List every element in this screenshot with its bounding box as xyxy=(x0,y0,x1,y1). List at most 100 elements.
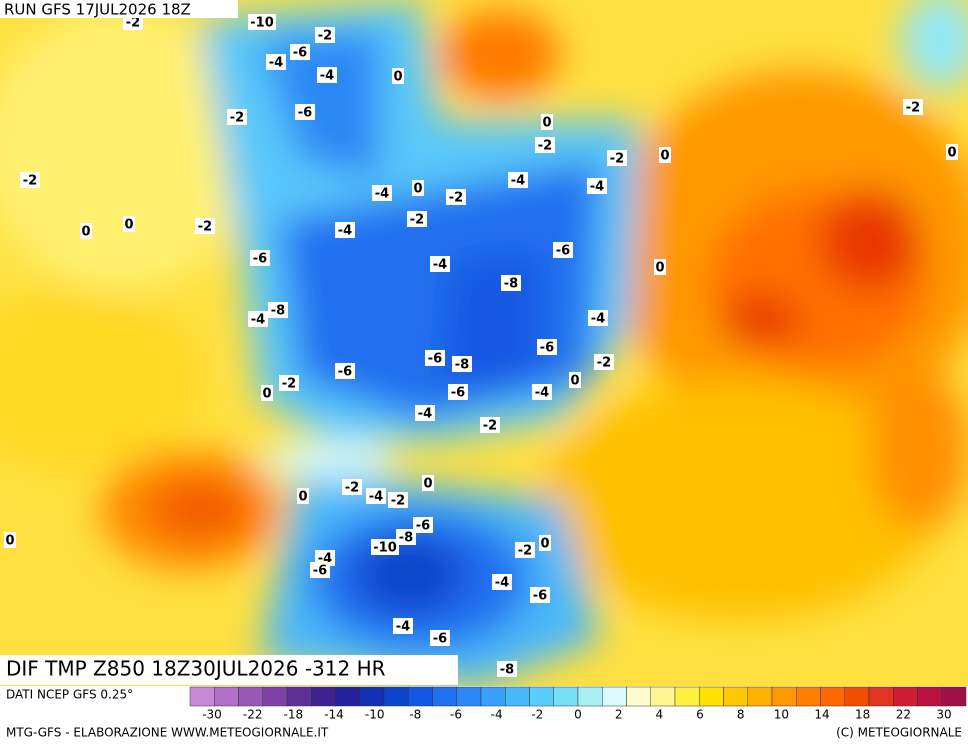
label-box xyxy=(553,242,573,258)
label-box xyxy=(371,539,399,555)
contour-label: 0 xyxy=(423,477,432,492)
colorbar-swatch xyxy=(893,686,918,707)
label-box xyxy=(20,172,40,188)
colorbar-swatch xyxy=(844,686,870,707)
label-box xyxy=(480,417,500,433)
contour-label: -6 xyxy=(428,352,442,367)
label-box xyxy=(452,356,472,372)
label-box xyxy=(415,405,435,421)
colorbar-swatch xyxy=(868,686,894,707)
colorbar-swatch xyxy=(699,686,724,707)
map-field xyxy=(0,0,968,686)
colorbar-swatch xyxy=(674,686,700,707)
contour-label: -2 xyxy=(126,16,140,31)
colorbar-tick-label: -30 xyxy=(202,708,222,722)
label-box xyxy=(535,137,555,153)
contour-label: 0 xyxy=(947,146,956,161)
contour-label: -2 xyxy=(230,111,244,126)
colorbar-swatch xyxy=(626,686,651,707)
colorbar-tick-label: -6 xyxy=(450,708,462,722)
colorbar: -30 -22 -18 -14 -10 -8 -6 -4 -2 0 2 4 6 8 10 14 18 22 30 xyxy=(189,686,967,722)
label-box xyxy=(946,144,958,160)
label-box xyxy=(250,250,270,266)
contour-label: -8 xyxy=(271,304,285,319)
label-box xyxy=(366,488,386,504)
contour-label: 0 xyxy=(262,387,271,402)
colorbar-swatch xyxy=(432,686,457,707)
colorbar-tick-label: 8 xyxy=(737,708,745,722)
colorbar-tick-label: -22 xyxy=(243,708,263,722)
contour-label: -2 xyxy=(449,191,463,206)
contour-label: -4 xyxy=(338,224,352,239)
contour-label: -6 xyxy=(556,244,570,259)
colorbar-tick-label: 14 xyxy=(814,708,829,722)
colorbar-swatch xyxy=(650,686,676,707)
label-box xyxy=(587,178,607,194)
label-box xyxy=(448,384,468,400)
label-box xyxy=(279,375,299,391)
colorbar-tick-label: 18 xyxy=(855,708,870,722)
label-box xyxy=(297,488,309,504)
contour-label: 0 xyxy=(540,537,549,552)
label-box xyxy=(80,223,92,239)
label-box xyxy=(541,114,553,130)
colorbar-tick-label: 0 xyxy=(574,708,582,722)
label-box xyxy=(654,259,666,275)
colorbar-tick-label: -14 xyxy=(324,708,344,722)
colorbar-tick-label: 2 xyxy=(615,708,623,722)
colorbar-swatch xyxy=(335,686,360,707)
label-box xyxy=(248,14,276,30)
colorbar-swatch xyxy=(359,686,385,707)
colorbar-tick-label: 22 xyxy=(896,708,911,722)
contour-label: -6 xyxy=(253,252,267,267)
contour-label: 0 xyxy=(81,225,90,240)
label-box xyxy=(532,384,552,400)
colorbar-swatch xyxy=(771,686,797,707)
label-box xyxy=(227,109,247,125)
label-box xyxy=(607,150,627,166)
contour-label: -4 xyxy=(396,620,410,635)
label-box xyxy=(903,99,923,115)
label-box xyxy=(412,180,424,196)
label-box xyxy=(430,630,450,646)
colorbar-swatch xyxy=(796,686,821,707)
contour-label: -2 xyxy=(538,139,552,154)
footer-left: MTG-GFS - ELABORAZIONE WWW.METEOGIORNALE… xyxy=(6,726,329,740)
contour-label: 0 xyxy=(413,182,422,197)
label-box xyxy=(492,574,512,590)
header-box xyxy=(0,0,238,18)
label-box xyxy=(588,310,608,326)
label-box xyxy=(335,363,355,379)
colorbar-swatch xyxy=(553,686,579,707)
label-box xyxy=(295,104,315,120)
contour-label: -4 xyxy=(375,187,389,202)
label-box xyxy=(430,256,450,272)
contour-label: -8 xyxy=(504,277,518,292)
label-box xyxy=(388,492,408,508)
label-box xyxy=(539,535,551,551)
contour-label: -8 xyxy=(455,358,469,373)
label-box xyxy=(342,479,362,495)
colorbar-swatch xyxy=(189,686,215,707)
contour-label: -2 xyxy=(318,29,332,44)
contour-label: -6 xyxy=(298,106,312,121)
colorbar-swatch xyxy=(238,686,263,707)
contour-label: -2 xyxy=(597,356,611,371)
label-box xyxy=(261,385,273,401)
colorbar-swatch xyxy=(214,686,239,707)
contour-label: -4 xyxy=(269,56,283,71)
contour-label: -4 xyxy=(251,313,265,328)
contour-label: 0 xyxy=(655,261,664,276)
label-box xyxy=(317,67,337,83)
colorbar-swatch xyxy=(747,686,773,707)
contour-label: -2 xyxy=(23,174,37,189)
colorbar-tick-label: 30 xyxy=(936,708,951,722)
label-box xyxy=(659,147,671,163)
contour-label: -6 xyxy=(293,46,307,61)
contour-label: 0 xyxy=(5,534,14,549)
contour-label: -4 xyxy=(535,386,549,401)
colorbar-tick-label: -2 xyxy=(531,708,543,722)
colorbar-swatch xyxy=(577,686,603,707)
